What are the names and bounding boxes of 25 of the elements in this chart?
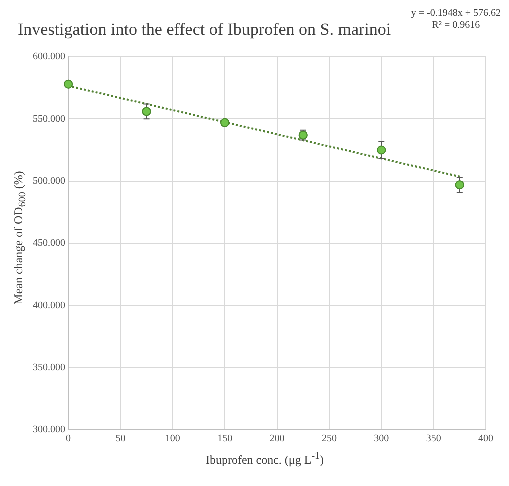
text: y = -0.1948x + 576.62: [411, 8, 501, 20]
x-tick-label: 0: [66, 434, 71, 445]
y-tick-label: 300.000: [33, 424, 66, 436]
x-tick-label: 350: [426, 434, 442, 445]
text: R² = 0.9616: [431, 20, 482, 32]
x-tick-label: 300: [374, 434, 390, 445]
x-tick-label: 100: [165, 434, 180, 445]
point: [377, 146, 386, 155]
x-tick-label: 50: [116, 434, 126, 445]
x-axis-title: Ibuprofen conc. (μg L$^{-1}$): [204, 451, 326, 468]
x-tick-label: 200: [270, 434, 285, 445]
x-tick-label: 400: [478, 434, 494, 445]
point: [220, 118, 230, 128]
y-tick-label: 400.000: [33, 300, 66, 312]
y-tick-label: 450.000: [33, 238, 66, 250]
chart-title: Investigation into the effect of Ibuprofen on S. marinoi: [18, 20, 392, 40]
y-tick-label: 600.000: [33, 52, 66, 63]
y-tick-label: 500.000: [33, 176, 66, 187]
point: [64, 80, 73, 89]
y-tick-label: 550.000: [33, 114, 66, 125]
point: [455, 180, 464, 190]
x-tick-label: 250: [322, 434, 337, 445]
point: [142, 107, 152, 116]
x-tick-label: 150: [218, 434, 233, 445]
y-tick-label: 350.000: [33, 362, 66, 374]
